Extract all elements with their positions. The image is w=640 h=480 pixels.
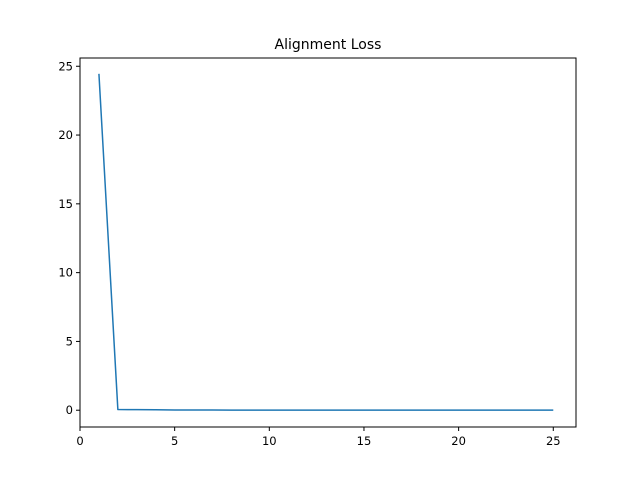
y-axis-ticks: 0 5 10 15 20 25 bbox=[58, 59, 80, 417]
x-tick-label: 0 bbox=[76, 434, 83, 448]
plot-frame bbox=[79, 57, 577, 428]
y-tick-label: 25 bbox=[58, 59, 73, 73]
y-tick-label: 15 bbox=[58, 197, 73, 211]
chart-title: Alignment Loss bbox=[275, 37, 382, 53]
series-layer bbox=[98, 73, 554, 411]
loss-series-line bbox=[98, 73, 554, 411]
y-tick-label: 10 bbox=[58, 266, 73, 280]
x-axis-ticks: 0 5 10 15 20 25 bbox=[76, 427, 561, 448]
x-tick-label: 10 bbox=[262, 434, 277, 448]
x-tick-label: 25 bbox=[546, 434, 561, 448]
y-tick-label: 5 bbox=[66, 334, 73, 348]
x-tick-label: 5 bbox=[171, 434, 178, 448]
x-tick-label: 20 bbox=[451, 434, 466, 448]
x-tick-label: 15 bbox=[357, 434, 372, 448]
y-tick-label: 0 bbox=[66, 403, 73, 417]
y-tick-label: 20 bbox=[58, 128, 73, 142]
